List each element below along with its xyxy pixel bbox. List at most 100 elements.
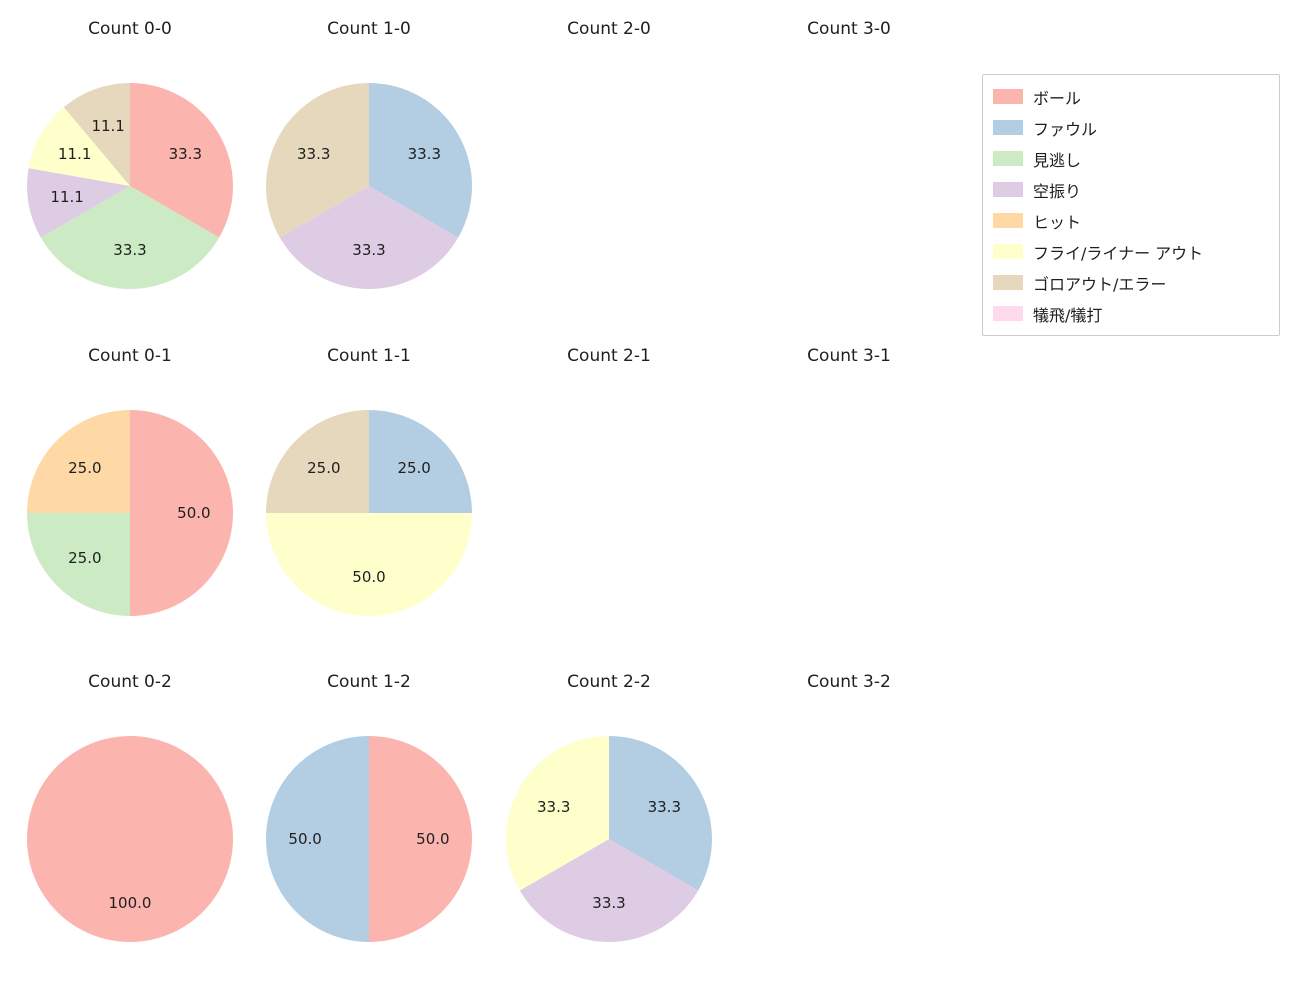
slice-percentage-label: 11.1	[91, 117, 124, 135]
pie-slice	[26, 168, 130, 238]
pie-slice	[506, 736, 609, 891]
chart-title: Count 0-1	[88, 346, 172, 366]
pie-slice	[27, 513, 130, 616]
legend-item: ヒット	[983, 205, 1279, 236]
pie-chart-container: 50.0 25.0 25.0	[25, 408, 235, 618]
slice-percentage-label: 33.3	[297, 145, 330, 163]
pie-chart: 33.3 33.3 33.3	[266, 83, 472, 289]
chart-title: Count 2-0	[567, 19, 651, 39]
slice-percentage-label: 33.3	[352, 241, 385, 259]
legend-item: ファウル	[983, 112, 1279, 143]
legend-swatch	[993, 89, 1023, 104]
legend-item: ボール	[983, 81, 1279, 112]
chart-title: Count 1-1	[327, 346, 411, 366]
chart-title: Count 0-2	[88, 672, 172, 692]
pie-chart-container	[744, 81, 954, 291]
slice-percentage-label: 11.1	[58, 145, 91, 163]
slice-percentage-label: 33.3	[537, 798, 570, 816]
legend-swatch	[993, 120, 1023, 135]
legend-swatch	[993, 275, 1023, 290]
pie-chart-cell: Count 2-2 33.3 33.3 33.3	[489, 667, 729, 944]
pie-slice	[27, 736, 233, 942]
chart-title: Count 3-2	[807, 672, 891, 692]
pie-chart-container	[504, 408, 714, 618]
pie-chart-container: 100.0	[25, 734, 235, 944]
legend-swatch	[993, 244, 1023, 259]
chart-title: Count 3-1	[807, 346, 891, 366]
slice-percentage-label: 50.0	[416, 830, 449, 848]
pie-chart-cell: Count 0-2 100.0	[10, 667, 250, 944]
slice-percentage-label: 25.0	[68, 459, 101, 477]
pie-slice	[609, 736, 712, 891]
pie-chart: 25.0 50.0 25.0	[266, 410, 472, 616]
pie-slice	[266, 83, 369, 238]
pie-chart-container	[744, 734, 954, 944]
slice-percentage-label: 33.3	[648, 798, 681, 816]
legend-item: フライ/ライナー アウト	[983, 236, 1279, 267]
pie-slice	[266, 736, 369, 942]
chart-title: Count 3-0	[807, 19, 891, 39]
pie-chart-cell: Count 3-1	[729, 341, 969, 618]
legend-label: ゴロアウト/エラー	[1033, 274, 1167, 294]
slice-percentage-label: 25.0	[307, 459, 340, 477]
pie-slice	[369, 736, 472, 942]
pie-chart: 33.333.311.111.111.1	[26, 83, 233, 289]
legend-swatch	[993, 151, 1023, 166]
slice-percentage-label: 25.0	[397, 459, 430, 477]
legend-label: フライ/ライナー アウト	[1033, 243, 1204, 263]
legend: ボール ファウル 見逃し 空振り ヒット フライ/ライナー アウト ゴロアウト/…	[982, 74, 1280, 336]
slice-percentage-label: 100.0	[109, 894, 152, 912]
chart-title: Count 1-2	[327, 672, 411, 692]
legend-label: 見逃し	[1033, 150, 1082, 170]
pie-chart-cell: Count 2-0	[489, 14, 729, 291]
pie-chart-container: 33.3 33.3 33.3	[264, 81, 474, 291]
chart-title: Count 0-0	[88, 19, 172, 39]
slice-percentage-label: 33.3	[113, 241, 146, 259]
pie-slice	[519, 839, 699, 942]
pie-slice	[40, 186, 220, 289]
pie-chart-container	[744, 408, 954, 618]
slice-percentage-label: 33.3	[408, 145, 441, 163]
pie-chart-container: 33.3 33.3 33.3	[504, 734, 714, 944]
slice-percentage-label: 11.1	[50, 188, 83, 206]
legend-label: 犠飛/犠打	[1033, 305, 1103, 325]
legend-label: ファウル	[1033, 119, 1098, 139]
pie-slice	[266, 513, 472, 616]
pie-chart-cell: Count 1-0 33.3 33.3 33.3	[249, 14, 489, 291]
pie-chart-cell: Count 3-0	[729, 14, 969, 291]
pie-slice	[369, 83, 472, 238]
legend-swatch	[993, 182, 1023, 197]
pie-chart-cell: Count 2-1	[489, 341, 729, 618]
legend-item: 犠飛/犠打	[983, 298, 1279, 329]
pie-slice	[369, 410, 472, 513]
pie-chart-container: 25.0 50.0 25.0	[264, 408, 474, 618]
pie-chart-container: 33.3 33.3 11.1 11.1 11.1	[25, 81, 235, 291]
chart-title: Count 2-2	[567, 672, 651, 692]
pie-chart-cell: Count 0-1 50.0 25.0 25.0	[10, 341, 250, 618]
legend-label: ヒット	[1033, 212, 1082, 232]
slice-percentage-label: 25.0	[68, 549, 101, 567]
pie-chart-container: 50.0 50.0	[264, 734, 474, 944]
pie-chart-cell: Count 1-1 25.0 50.0 25.0	[249, 341, 489, 618]
legend-swatch	[993, 213, 1023, 228]
pie-slice	[28, 107, 131, 186]
legend-item: ゴロアウト/エラー	[983, 267, 1279, 298]
pie-chart-cell: Count 1-2 50.0 50.0	[249, 667, 489, 944]
pie-chart: 50.0 25.0 25.0	[27, 410, 233, 616]
pie-slice	[63, 83, 130, 186]
pie-slice	[130, 410, 233, 616]
pie-slice	[266, 410, 369, 513]
slice-percentage-label: 33.3	[169, 145, 202, 163]
pie-slice	[279, 186, 459, 289]
pie-chart: 100.0	[27, 736, 233, 942]
pie-chart: 50.0 50.0	[266, 736, 472, 942]
legend-item: 空振り	[983, 174, 1279, 205]
pie-slice	[130, 83, 233, 238]
pie-chart-container	[504, 81, 714, 291]
slice-percentage-label: 50.0	[177, 504, 210, 522]
legend-label: 空振り	[1033, 181, 1082, 201]
slice-percentage-label: 50.0	[288, 830, 321, 848]
slice-percentage-label: 50.0	[352, 568, 385, 586]
chart-title: Count 1-0	[327, 19, 411, 39]
pie-chart-cell: Count 0-0 33.3 33.3 11.1 11.1 11.1	[10, 14, 250, 291]
